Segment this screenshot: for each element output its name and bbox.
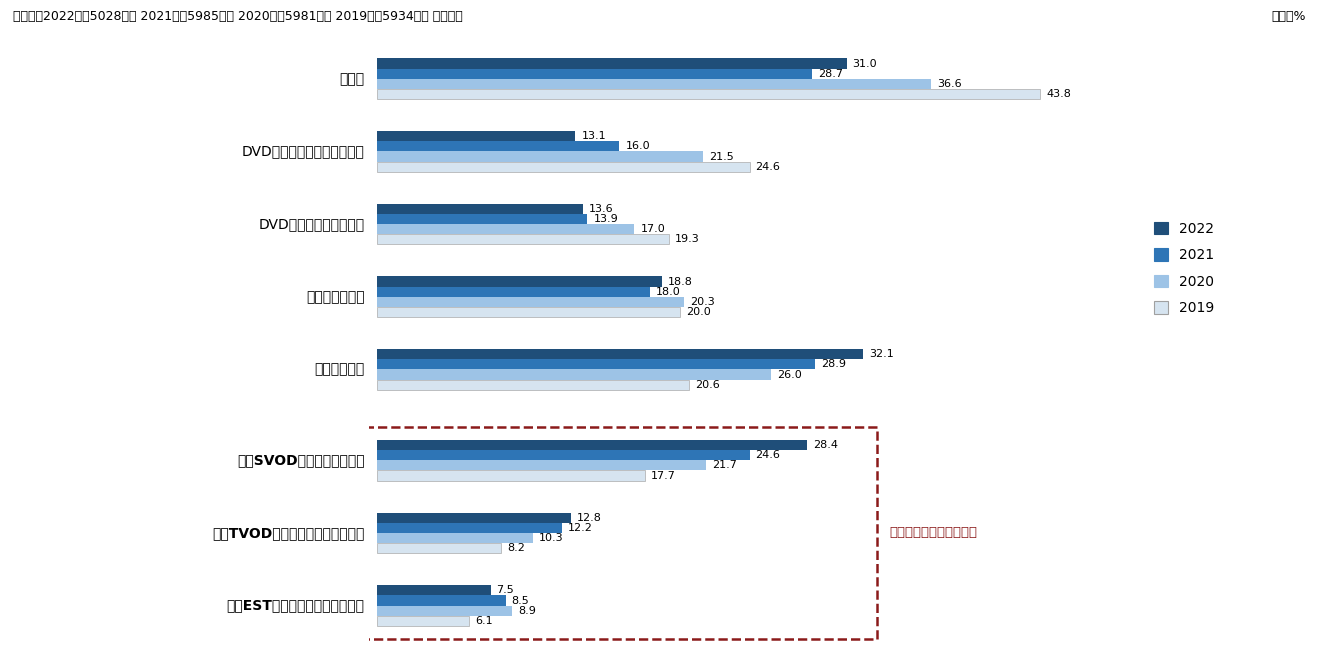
Bar [377,307,679,317]
Text: 24.6: 24.6 [756,162,781,172]
Text: 有料テレビ放送: 有料テレビ放送 [306,290,365,304]
Text: 単位：%: 単位：% [1272,10,1306,23]
Text: 内、TVOD（都度課金制レンタル）: 内、TVOD（都度課金制レンタル） [212,526,365,540]
Text: 20.3: 20.3 [690,297,715,307]
Text: 有料動画配信: 有料動画配信 [314,362,365,376]
Text: DVD・ブルーレイの購入: DVD・ブルーレイの購入 [259,217,365,231]
Bar [377,89,1041,99]
Text: 32.1: 32.1 [869,349,894,359]
Bar [377,79,931,89]
Text: 36.6: 36.6 [938,79,962,89]
Text: 8.5: 8.5 [512,596,529,605]
Bar [377,595,505,606]
Text: DVD・ブルーレイのレンタル: DVD・ブルーレイのレンタル [241,144,365,158]
Bar [377,543,501,554]
Text: 7.5: 7.5 [496,585,514,595]
Text: 26.0: 26.0 [777,370,802,380]
Text: 19.3: 19.3 [675,234,700,244]
Legend: 2022, 2021, 2020, 2019: 2022, 2021, 2020, 2019 [1149,216,1220,321]
Bar [377,523,562,533]
Text: 21.7: 21.7 [712,460,736,470]
Text: 13.9: 13.9 [594,214,619,224]
Bar [377,142,620,152]
Bar [377,68,811,79]
Bar [377,370,770,380]
Bar [377,349,863,359]
Text: 28.4: 28.4 [814,440,838,450]
Bar [377,440,807,450]
Text: 18.8: 18.8 [667,276,692,287]
Text: 43.8: 43.8 [1046,89,1071,99]
Bar [377,152,703,162]
Bar [377,606,512,616]
Text: 回答者：2022年（5028）／ 2021年（5985）／ 2020年（5981）／ 2019年（5934）／ 複数回答: 回答者：2022年（5028）／ 2021年（5985）／ 2020年（5981… [13,10,463,23]
Text: 「有料動画配信」の内訳: 「有料動画配信」の内訳 [889,527,977,539]
Text: 内、EST（デジタルデータ購入）: 内、EST（デジタルデータ購入） [227,599,365,613]
Text: 18.0: 18.0 [656,287,681,297]
Text: 17.7: 17.7 [652,470,675,480]
Text: 20.0: 20.0 [686,307,711,317]
Text: 20.6: 20.6 [695,380,720,390]
Bar [377,359,815,370]
Text: 17.0: 17.0 [641,224,665,234]
Bar [377,380,689,390]
Bar [377,533,533,543]
Bar [377,470,645,480]
Text: 28.9: 28.9 [820,360,845,369]
Bar [377,616,470,626]
Text: 6.1: 6.1 [475,616,493,626]
Bar [377,450,749,460]
Text: 24.6: 24.6 [756,450,781,460]
Bar [377,276,662,287]
Bar [377,297,685,307]
Bar [377,214,587,224]
Text: 21.5: 21.5 [708,152,733,162]
Bar [294,427,877,639]
Bar [377,585,491,595]
Bar [377,58,847,68]
Bar [377,460,706,470]
Text: 8.9: 8.9 [518,606,536,616]
Text: 10.3: 10.3 [539,533,563,543]
Text: 内、SVOD（定額制見放題）: 内、SVOD（定額制見放題） [237,454,365,467]
Bar [377,234,669,244]
Text: 31.0: 31.0 [852,58,877,68]
Text: 13.1: 13.1 [582,132,605,141]
Text: 16.0: 16.0 [625,142,650,152]
Text: 映画館: 映画館 [340,72,365,86]
Text: 28.7: 28.7 [818,68,843,79]
Text: 8.2: 8.2 [508,544,525,553]
Bar [377,204,583,214]
Bar [377,287,649,297]
Bar [377,131,575,142]
Text: 12.2: 12.2 [567,523,592,533]
Text: 12.8: 12.8 [576,513,601,523]
Bar [377,162,749,172]
Text: 13.6: 13.6 [590,204,613,214]
Bar [377,513,571,523]
Bar [377,224,634,234]
